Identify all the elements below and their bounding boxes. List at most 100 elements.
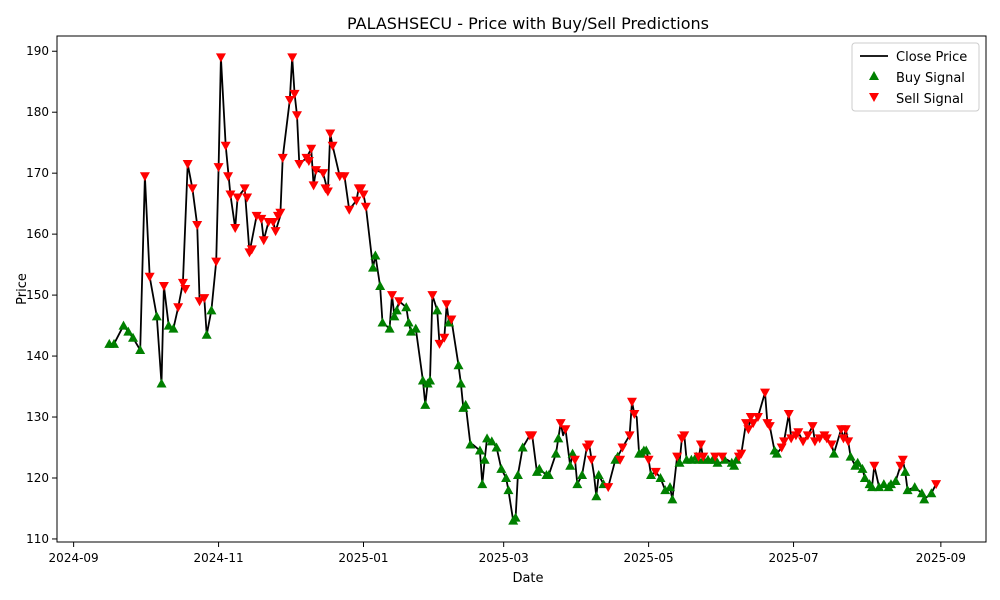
sell-signal-marker (698, 452, 709, 462)
sell-signal-marker (223, 172, 234, 182)
buy-signal-marker (655, 472, 666, 482)
buy-signal-marker (900, 466, 911, 476)
buy-signal-marker (866, 482, 877, 492)
buy-signal-marker (565, 460, 576, 470)
sell-signal-marker (325, 129, 336, 139)
buy-signal-marker (123, 326, 134, 336)
sell-signal-marker (439, 333, 450, 343)
buy-signal-marker (206, 305, 217, 315)
sell-signal-marker (177, 278, 188, 288)
legend-buy-label: Buy Signal (896, 71, 965, 86)
y-tick-label: 190 (26, 44, 49, 58)
sell-signal-marker (786, 434, 797, 444)
buy-signal-marker (660, 485, 671, 495)
sell-signal-marker (275, 208, 286, 218)
sell-signal-marker (308, 181, 319, 191)
buy-signal-marker (686, 454, 697, 464)
sell-signal-marker (560, 425, 571, 435)
sell-signal-marker (306, 144, 317, 154)
sell-signal-marker (679, 431, 690, 441)
legend-box (851, 42, 980, 112)
sell-signal-marker (356, 184, 367, 194)
sell-signal-marker (569, 455, 580, 465)
sell-signal-marker (394, 297, 405, 307)
sell-signal-marker (760, 388, 771, 398)
buy-signal-marker (890, 476, 901, 486)
buy-signal-marker (432, 305, 443, 315)
sell-signal-marker (741, 419, 752, 429)
sell-signal-marker (527, 431, 538, 441)
sell-signal-marker (358, 190, 369, 200)
buy-signal-marker (479, 454, 490, 464)
sell-signal-marker (277, 153, 288, 163)
sell-signal-marker (826, 440, 837, 450)
buy-signal-marker (403, 317, 414, 327)
sell-signal-marker (807, 422, 818, 432)
buy-signal-marker (156, 378, 167, 388)
sell-signal-marker (291, 111, 302, 121)
buy-signal-marker (455, 378, 466, 388)
buy-signal-marker (391, 305, 402, 315)
plot-frame (57, 36, 986, 542)
sell-signal-marker (584, 440, 595, 450)
sell-signal-marker (555, 419, 566, 429)
buy-signal-marker (885, 479, 896, 489)
sell-signal-marker (270, 227, 281, 237)
sell-signal-marker (793, 428, 804, 438)
sell-signal-marker (360, 202, 371, 212)
x-tick-label: 2024-09 (49, 551, 99, 565)
y-tick-label: 120 (26, 471, 49, 485)
sell-signal-marker (743, 425, 754, 435)
sell-signal-marker (322, 187, 333, 197)
y-tick-label: 130 (26, 410, 49, 424)
sell-signal-marker (339, 172, 350, 182)
y-axis-label: Price (15, 273, 30, 305)
sell-signal-marker (182, 160, 193, 170)
y-tick-label: 140 (26, 349, 49, 363)
sell-signal-marker (258, 236, 269, 246)
sell-signal-marker (736, 449, 747, 459)
buy-signal-marker (674, 457, 685, 467)
legend-sell-label: Sell Signal (896, 92, 964, 107)
sell-signal-marker (672, 452, 683, 462)
buy-signal-marker (482, 433, 493, 443)
sell-signal-marker (629, 409, 640, 419)
sell-signal-marker (192, 220, 203, 230)
buy-signal-marker (729, 460, 740, 470)
chart-title: PALASHSECU - Price with Buy/Sell Predict… (347, 14, 709, 33)
buy-signal-marker (118, 320, 129, 330)
sell-signal-marker (615, 455, 626, 465)
sell-signal-marker (199, 294, 210, 304)
buy-signal-marker (857, 463, 868, 473)
sell-signal-marker (144, 272, 155, 282)
buy-signal-marker (517, 442, 528, 452)
buy-signal-marker (375, 280, 386, 290)
x-tick-label: 2025-05 (624, 551, 674, 565)
buy-signal-marker (667, 494, 678, 504)
buy-signal-marker (641, 445, 652, 455)
buy-signal-marker (465, 439, 476, 449)
buy-signal-marker (486, 436, 497, 446)
buy-signal-marker (460, 399, 471, 409)
x-tick-label: 2025-07 (768, 551, 818, 565)
buy-signal-marker (406, 326, 417, 336)
buy-signal-marker (444, 317, 455, 327)
sell-signal-marker (586, 455, 597, 465)
x-tick-label: 2024-11 (193, 551, 243, 565)
sell-signal-marker (821, 434, 832, 444)
buy-signal-marker (550, 448, 561, 458)
buy-signal-marker (852, 457, 863, 467)
sell-signal-marker (294, 160, 305, 170)
plot-area (56, 35, 987, 543)
buy-signal-marker (135, 344, 146, 354)
buy-signal-marker (377, 317, 388, 327)
sell-signal-marker (745, 413, 756, 423)
sell-signal-marker (764, 422, 775, 432)
buy-signal-marker (577, 469, 588, 479)
buy-signal-marker (534, 463, 545, 473)
buy-signal-marker (859, 472, 870, 482)
buy-signal-marker (845, 451, 856, 461)
legend-close-label: Close Price (896, 50, 967, 65)
sell-signal-marker (225, 190, 236, 200)
sell-signal-marker (173, 303, 184, 313)
